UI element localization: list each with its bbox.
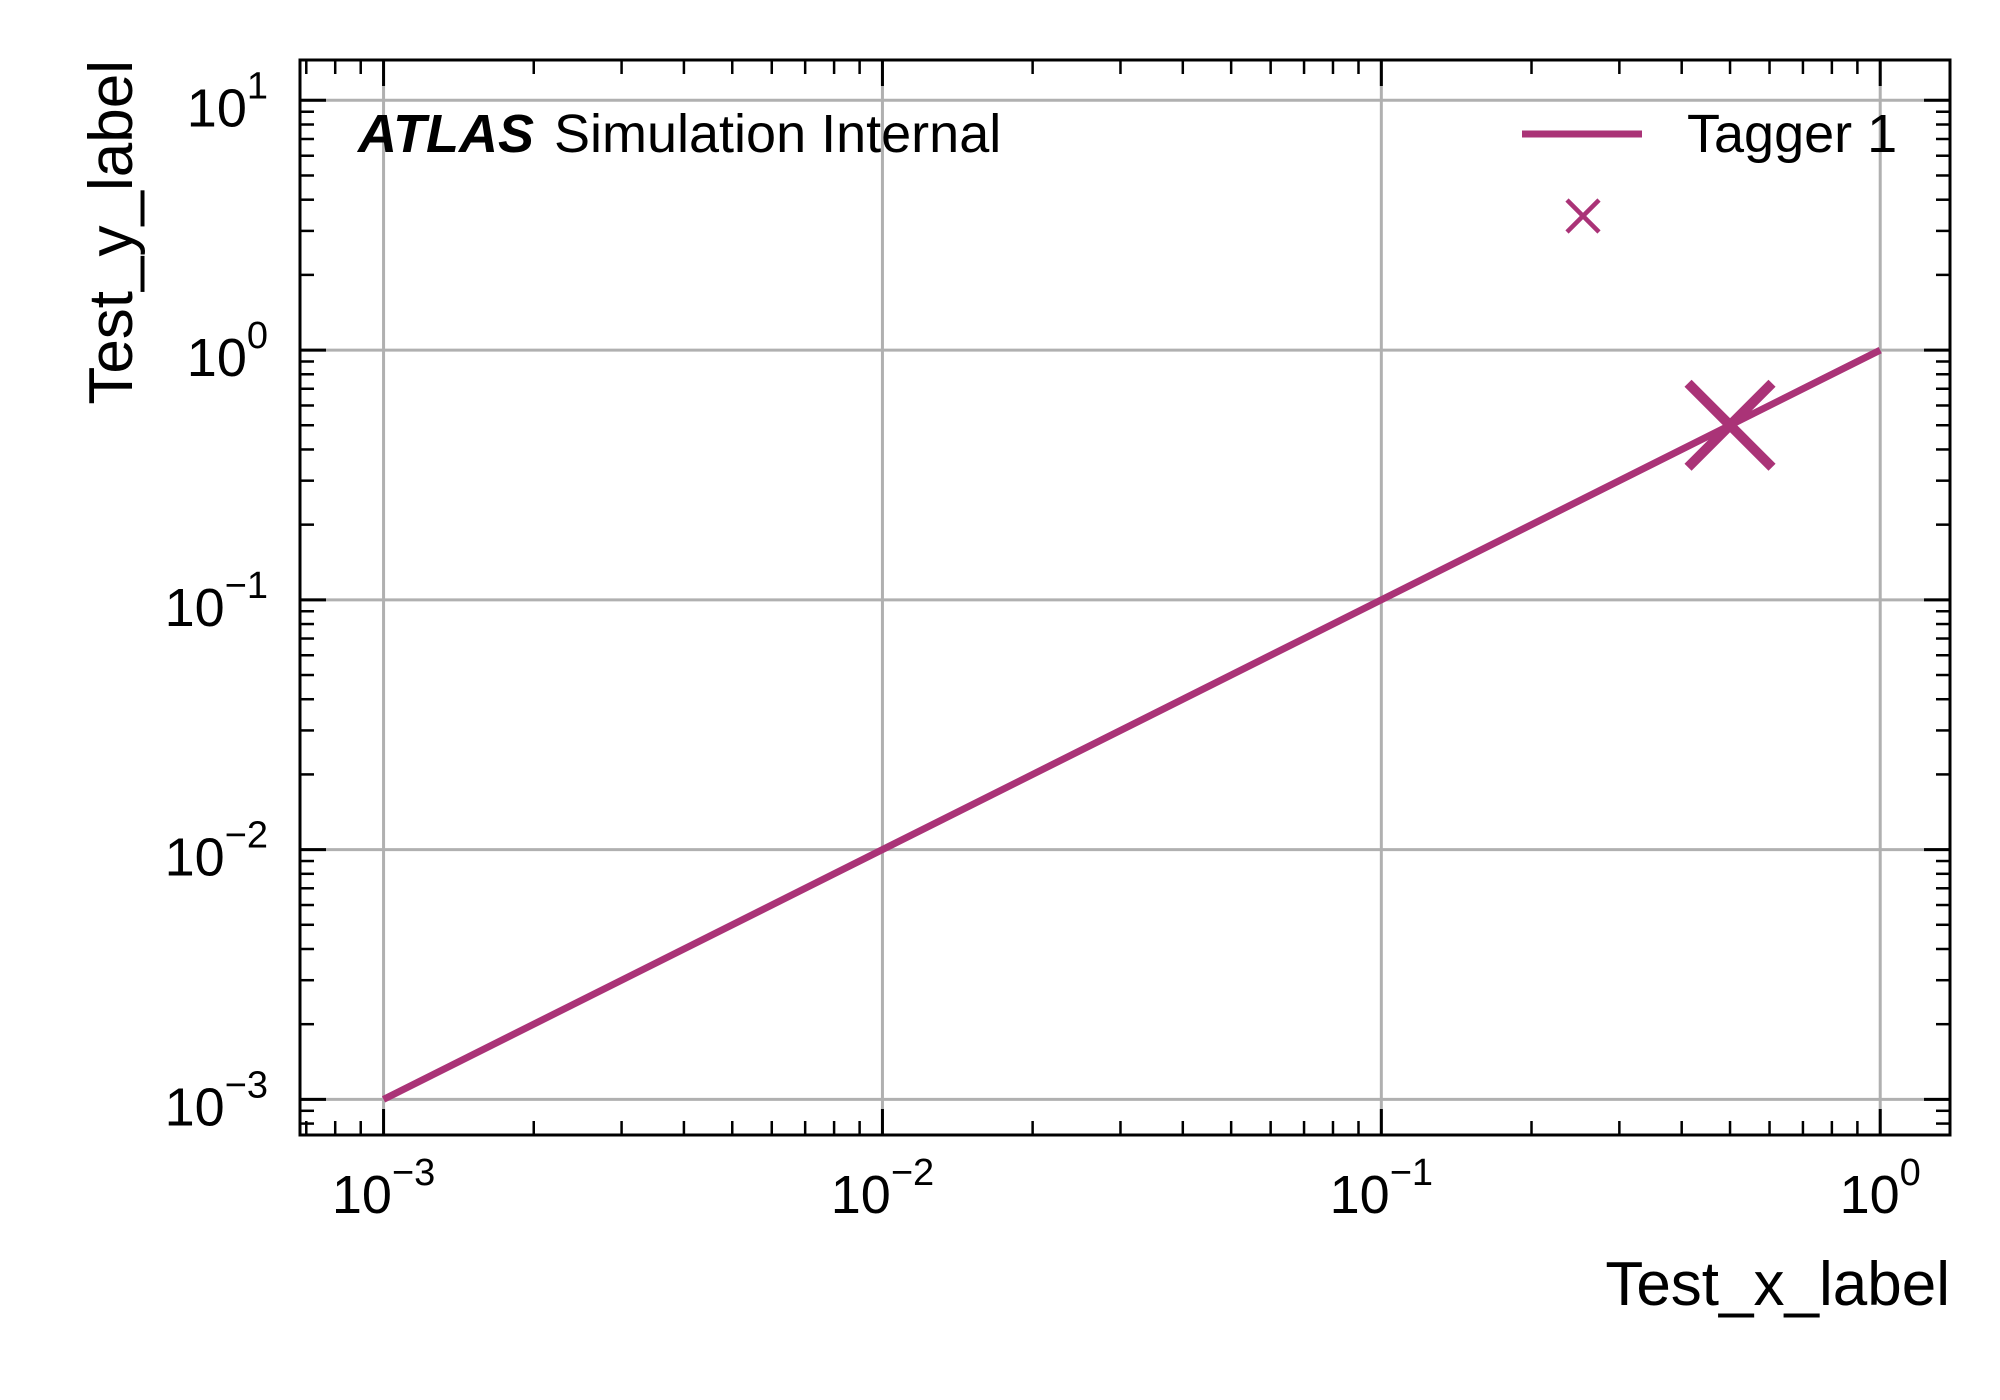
annotation-text: Simulation Internal — [554, 104, 1001, 164]
tick-labels: 10−3 10−2 10−1 100 10−3 10−2 10−1 100 101 — [165, 65, 1921, 1225]
y-tick-label: 10−2 — [165, 815, 268, 888]
plot-frame — [298, 58, 1952, 1137]
y-tick-label: 101 — [187, 65, 268, 138]
atlas-annotation: ATLAS Simulation Internal — [356, 104, 1001, 164]
x-axis-title: Test_x_label — [1605, 1250, 1950, 1319]
x-tick-label: 100 — [1840, 1152, 1921, 1225]
series-marker-x — [1684, 379, 1776, 471]
major-ticks — [300, 60, 1950, 1135]
y-tick-label: 10−1 — [165, 565, 268, 638]
legend: Tagger 1 — [1522, 104, 1897, 234]
legend-marker-swatch — [1565, 198, 1601, 234]
series-line-tagger-1 — [381, 346, 1882, 1103]
atlas-bold-label: ATLAS — [356, 104, 534, 164]
minor-ticks — [300, 60, 1950, 1135]
marker-stroke — [1684, 379, 1776, 471]
y-tick-label: 10−3 — [165, 1064, 268, 1137]
x-tick-label: 10−1 — [1330, 1152, 1433, 1225]
y-axis-title: Test_y_label — [77, 60, 146, 405]
series-layer — [381, 346, 1882, 1103]
x-tick-label: 10−3 — [332, 1152, 435, 1225]
x-tick-label: 10−2 — [831, 1152, 934, 1225]
y-tick-label: 100 — [187, 315, 268, 388]
legend-label-tagger-1: Tagger 1 — [1687, 104, 1897, 164]
